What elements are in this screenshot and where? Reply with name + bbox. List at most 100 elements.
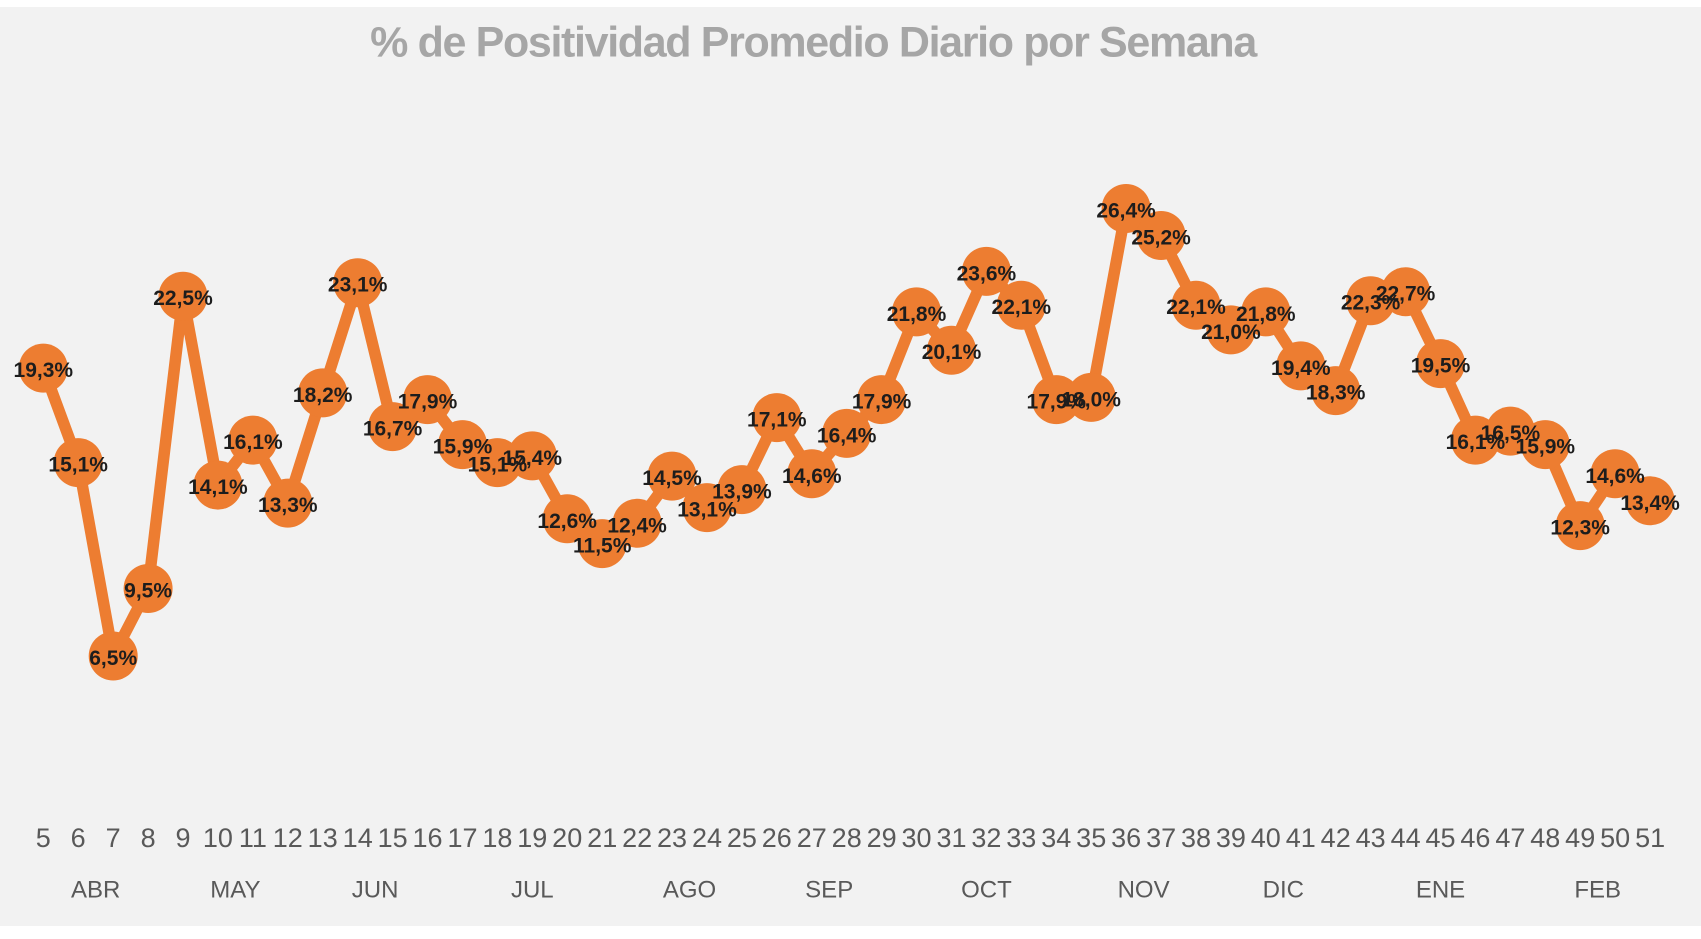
svg-text:DIC: DIC	[1263, 877, 1304, 904]
svg-text:11: 11	[239, 823, 267, 853]
svg-text:11,5%: 11,5%	[573, 535, 632, 558]
svg-text:JUL: JUL	[511, 877, 554, 904]
svg-text:38: 38	[1181, 823, 1211, 853]
svg-text:15,1%: 15,1%	[468, 454, 528, 477]
svg-text:12,4%: 12,4%	[607, 514, 667, 537]
svg-text:AGO: AGO	[663, 877, 716, 904]
svg-text:16,4%: 16,4%	[817, 424, 877, 447]
svg-text:17: 17	[447, 823, 477, 853]
svg-text:10: 10	[203, 823, 233, 853]
svg-text:22,7%: 22,7%	[1376, 283, 1436, 306]
svg-text:19,3%: 19,3%	[14, 359, 74, 382]
svg-text:32: 32	[971, 823, 1001, 853]
svg-text:19,4%: 19,4%	[1271, 357, 1331, 380]
svg-text:OCT: OCT	[961, 877, 1012, 904]
svg-text:21,0%: 21,0%	[1201, 321, 1261, 344]
svg-text:14,6%: 14,6%	[782, 465, 842, 488]
svg-text:34: 34	[1041, 823, 1071, 853]
svg-text:20,1%: 20,1%	[922, 341, 982, 364]
svg-text:19,5%: 19,5%	[1411, 355, 1471, 378]
svg-text:22,5%: 22,5%	[153, 287, 213, 310]
svg-text:13,9%: 13,9%	[712, 481, 772, 504]
svg-text:35: 35	[1076, 823, 1106, 853]
svg-text:23: 23	[657, 823, 687, 853]
svg-text:30: 30	[901, 823, 931, 853]
svg-text:17,1%: 17,1%	[747, 409, 807, 432]
svg-text:15: 15	[378, 823, 408, 853]
svg-text:22,3%: 22,3%	[1341, 292, 1401, 315]
svg-text:12: 12	[273, 823, 303, 853]
svg-text:25,2%: 25,2%	[1131, 227, 1191, 250]
svg-text:21,8%: 21,8%	[887, 303, 947, 326]
svg-text:27: 27	[797, 823, 827, 853]
svg-text:14,5%: 14,5%	[642, 467, 702, 490]
svg-text:31: 31	[936, 823, 966, 853]
svg-text:JUN: JUN	[352, 877, 399, 904]
svg-text:SEP: SEP	[805, 877, 853, 904]
svg-text:16,5%: 16,5%	[1481, 422, 1541, 445]
svg-text:9: 9	[175, 823, 190, 853]
svg-text:8: 8	[141, 823, 156, 853]
svg-text:42: 42	[1321, 823, 1351, 853]
svg-text:23,1%: 23,1%	[328, 274, 388, 297]
svg-text:36: 36	[1111, 823, 1141, 853]
svg-text:13,3%: 13,3%	[258, 494, 318, 517]
svg-text:28: 28	[832, 823, 862, 853]
svg-text:24: 24	[692, 823, 722, 853]
svg-text:13: 13	[308, 823, 338, 853]
svg-text:14: 14	[343, 823, 373, 853]
svg-text:51: 51	[1635, 823, 1665, 853]
svg-text:15,9%: 15,9%	[1516, 436, 1576, 459]
svg-text:16: 16	[412, 823, 442, 853]
svg-text:47: 47	[1495, 823, 1525, 853]
svg-text:21: 21	[587, 823, 617, 853]
svg-text:15,1%: 15,1%	[48, 454, 108, 477]
svg-text:19: 19	[517, 823, 547, 853]
svg-text:26: 26	[762, 823, 792, 853]
svg-text:6,5%: 6,5%	[89, 647, 137, 670]
svg-text:22: 22	[622, 823, 652, 853]
svg-text:26,4%: 26,4%	[1096, 200, 1156, 223]
svg-text:15,4%: 15,4%	[503, 447, 563, 470]
svg-text:41: 41	[1286, 823, 1316, 853]
svg-text:14,6%: 14,6%	[1585, 465, 1645, 488]
svg-text:MAY: MAY	[210, 877, 260, 904]
svg-text:ABR: ABR	[71, 877, 120, 904]
svg-text:39: 39	[1216, 823, 1246, 853]
svg-text:44: 44	[1391, 823, 1421, 853]
svg-text:22,1%: 22,1%	[992, 296, 1052, 319]
svg-text:16,7%: 16,7%	[363, 418, 423, 441]
svg-text:18,0%: 18,0%	[1061, 388, 1121, 411]
svg-text:33: 33	[1006, 823, 1036, 853]
svg-text:NOV: NOV	[1118, 877, 1170, 904]
svg-text:18,2%: 18,2%	[293, 384, 353, 407]
svg-text:48: 48	[1530, 823, 1560, 853]
svg-text:% de Positividad Promedio Diar: % de Positividad Promedio Diario por Sem…	[370, 19, 1258, 67]
svg-text:17,9%: 17,9%	[398, 391, 458, 414]
svg-text:6: 6	[71, 823, 86, 853]
svg-text:17,9%: 17,9%	[1027, 391, 1087, 414]
svg-text:ENE: ENE	[1416, 877, 1465, 904]
svg-text:50: 50	[1600, 823, 1630, 853]
svg-text:FEB: FEB	[1574, 877, 1621, 904]
svg-text:49: 49	[1565, 823, 1595, 853]
svg-text:25: 25	[727, 823, 757, 853]
svg-text:9,5%: 9,5%	[124, 580, 172, 603]
svg-text:13,4%: 13,4%	[1620, 492, 1680, 515]
svg-text:23,6%: 23,6%	[957, 262, 1017, 285]
svg-text:5: 5	[36, 823, 51, 853]
svg-text:18,3%: 18,3%	[1306, 382, 1366, 405]
svg-text:18: 18	[482, 823, 512, 853]
svg-text:43: 43	[1356, 823, 1386, 853]
svg-text:13,1%: 13,1%	[677, 499, 737, 522]
svg-text:45: 45	[1425, 823, 1455, 853]
svg-text:37: 37	[1146, 823, 1176, 853]
svg-text:7: 7	[106, 823, 121, 853]
svg-text:14,1%: 14,1%	[188, 476, 248, 499]
svg-text:21,8%: 21,8%	[1236, 303, 1296, 326]
svg-text:46: 46	[1460, 823, 1490, 853]
svg-text:29: 29	[867, 823, 897, 853]
svg-text:17,9%: 17,9%	[852, 391, 912, 414]
svg-text:16,1%: 16,1%	[223, 431, 283, 454]
svg-text:22,1%: 22,1%	[1166, 296, 1226, 319]
